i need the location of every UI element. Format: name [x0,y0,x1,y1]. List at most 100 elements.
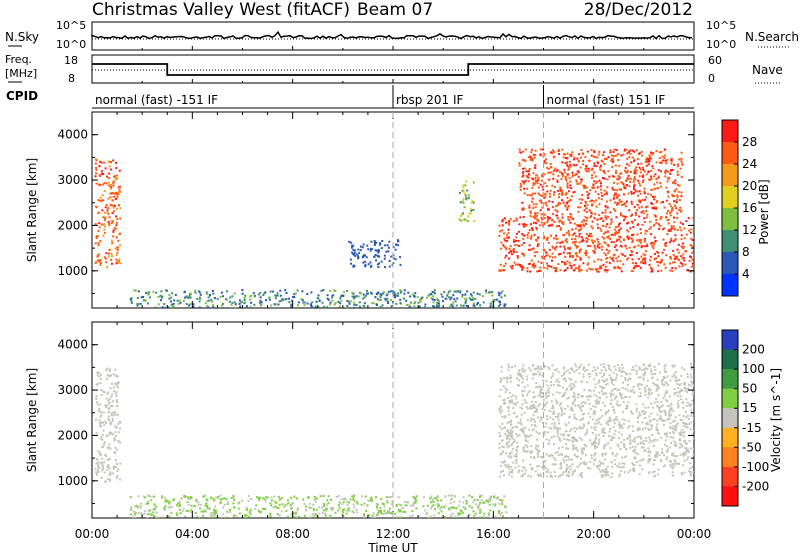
data-cell [567,421,570,424]
data-cell [187,297,190,299]
data-cell [680,195,683,198]
data-cell [600,267,603,270]
data-cell [562,367,565,370]
data-cell [675,371,678,374]
data-cell [476,303,479,306]
data-cell [650,241,653,244]
data-cell [586,194,589,197]
data-cell [587,422,590,425]
data-cell [650,402,653,405]
data-cell [475,503,478,506]
data-cell [105,480,107,483]
data-cell [569,155,572,157]
data-cell [579,407,582,410]
data-cell [226,510,229,513]
data-cell [458,500,461,503]
data-cell [667,195,670,198]
data-cell [321,301,324,304]
data-cell [286,499,289,502]
data-cell [160,495,163,498]
data-cell [177,302,180,305]
data-cell [582,262,585,265]
data-cell [682,247,685,250]
data-cell [682,464,684,467]
data-cell [683,440,685,443]
data-cell [527,180,530,183]
data-cell [557,416,560,419]
data-cell [685,410,687,413]
y-tick-label: 1000 [57,264,88,278]
data-cell [583,225,586,228]
data-cell [113,205,116,207]
data-cell [566,157,569,160]
data-cell [509,218,512,221]
data-cell [110,252,113,255]
data-cell [670,229,673,232]
data-cell [110,258,113,261]
data-cell [533,457,536,460]
data-cell [522,473,525,476]
data-cell [626,383,629,386]
data-cell [603,252,606,255]
data-cell [113,438,116,441]
data-cell [137,495,140,498]
data-cell [629,446,632,449]
data-cell [621,397,624,400]
data-cell [385,496,388,499]
data-cell [556,384,559,387]
data-cell [104,257,107,260]
data-cell [394,512,397,515]
data-cell [539,473,542,476]
data-cell [619,236,622,239]
data-cell [607,235,610,238]
data-cell [640,162,643,165]
data-cell [665,399,668,402]
data-cell [346,300,349,302]
data-cell [690,256,693,259]
data-cell [560,177,563,180]
data-cell [656,405,658,408]
data-cell [530,151,533,154]
data-cell [610,220,613,223]
data-cell [624,205,627,208]
data-cell [627,426,630,429]
data-cell [556,430,559,433]
data-cell [189,296,192,299]
data-cell [219,296,222,298]
data-cell [526,234,529,236]
data-cell [210,514,213,517]
data-cell [575,179,578,182]
data-cell [629,469,632,472]
data-cell [531,404,534,407]
data-cell [636,436,639,438]
data-cell [680,444,683,447]
data-cell [681,265,684,268]
data-cell [501,224,504,227]
data-cell [460,510,463,513]
data-cell [558,437,561,440]
data-cell [639,442,642,445]
data-cell [500,427,503,430]
data-cell [108,402,111,404]
data-cell [573,416,576,419]
data-cell [586,204,589,207]
data-cell [653,475,656,478]
data-cell [519,428,522,431]
data-cell [624,387,627,390]
data-cell [211,300,214,303]
data-cell [658,417,661,420]
data-cell [115,262,118,265]
data-cell [522,216,525,218]
data-cell [504,262,507,265]
data-cell [578,235,581,238]
data-cell [678,378,681,381]
data-cell [642,428,644,431]
data-cell [521,158,524,161]
data-cell [637,395,640,398]
data-cell [504,463,507,466]
data-cell [371,302,374,304]
data-cell [522,430,525,433]
data-cell [489,305,492,308]
data-cell [616,231,619,234]
data-cell [281,497,284,500]
